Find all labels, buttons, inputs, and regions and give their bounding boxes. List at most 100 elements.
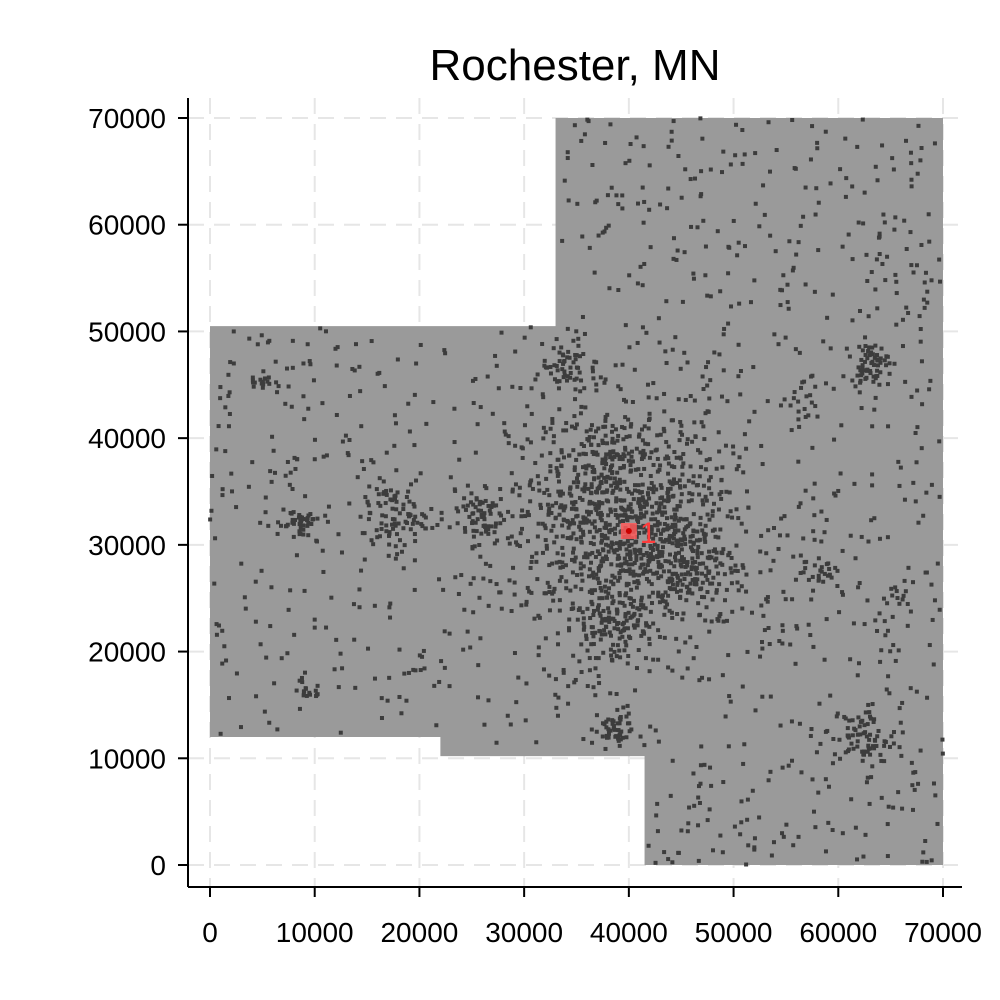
- built-up-point: [379, 526, 384, 531]
- built-up-point: [551, 589, 556, 594]
- built-up-point: [855, 744, 860, 749]
- built-up-point: [665, 602, 670, 607]
- built-up-point: [616, 738, 621, 743]
- built-up-point: [605, 536, 610, 541]
- built-up-point: [693, 560, 698, 565]
- built-up-point: [323, 513, 328, 518]
- built-up-point: [686, 499, 691, 504]
- built-up-point: [843, 750, 848, 755]
- built-up-point: [610, 594, 615, 599]
- built-up-point: [630, 562, 635, 567]
- built-up-point: [260, 379, 265, 384]
- built-up-point: [641, 144, 646, 149]
- built-up-point: [932, 141, 937, 146]
- built-up-point: [797, 350, 802, 355]
- built-up-point: [672, 507, 677, 512]
- built-up-point: [590, 521, 595, 526]
- built-up-point: [905, 601, 910, 606]
- built-up-point: [513, 482, 518, 487]
- built-up-point: [412, 532, 417, 537]
- built-up-point: [600, 501, 605, 506]
- built-up-point: [862, 723, 867, 728]
- built-up-point: [570, 570, 575, 575]
- built-up-point: [678, 588, 683, 593]
- built-up-point: [264, 655, 269, 660]
- built-up-point: [857, 344, 862, 349]
- built-up-point: [781, 273, 786, 278]
- built-up-point: [633, 467, 638, 472]
- built-up-point: [561, 361, 566, 366]
- built-up-point: [394, 468, 399, 473]
- built-up-point: [689, 224, 694, 229]
- built-up-point: [683, 537, 688, 542]
- built-up-point: [809, 727, 814, 732]
- built-up-point: [383, 514, 388, 519]
- built-up-point: [629, 542, 634, 547]
- built-up-point: [302, 689, 307, 694]
- built-up-point: [641, 543, 646, 548]
- built-up-point: [870, 483, 875, 488]
- built-up-point: [566, 525, 571, 530]
- built-up-point: [574, 329, 579, 334]
- built-up-point: [582, 331, 587, 336]
- built-up-point: [614, 654, 619, 659]
- built-up-point: [692, 803, 697, 808]
- built-up-point: [486, 503, 491, 508]
- built-up-point: [602, 475, 607, 480]
- built-up-point: [874, 374, 879, 379]
- built-up-point: [519, 445, 524, 450]
- built-up-point: [796, 459, 801, 464]
- built-up-point: [793, 661, 798, 666]
- built-up-point: [434, 723, 439, 728]
- built-up-point: [861, 854, 866, 859]
- built-up-point: [559, 575, 564, 580]
- built-up-point: [902, 218, 907, 223]
- built-up-point: [644, 551, 649, 556]
- built-up-point: [614, 496, 619, 501]
- built-up-point: [648, 546, 653, 551]
- built-up-point: [603, 624, 608, 629]
- built-up-point: [869, 518, 874, 523]
- built-up-point: [421, 648, 426, 653]
- built-up-point: [647, 559, 652, 564]
- built-up-point: [681, 531, 686, 536]
- built-up-point: [583, 471, 588, 476]
- built-up-point: [728, 566, 733, 571]
- built-up-point: [819, 539, 824, 544]
- built-up-point: [390, 498, 395, 503]
- built-up-point: [545, 502, 550, 507]
- built-up-point: [669, 464, 674, 469]
- built-up-point: [569, 424, 574, 429]
- built-up-point: [596, 233, 601, 238]
- built-up-point: [578, 527, 583, 532]
- built-up-point: [275, 531, 280, 536]
- built-up-point: [367, 484, 372, 489]
- built-up-point: [602, 229, 607, 234]
- built-up-point: [585, 518, 590, 523]
- built-up-point: [590, 625, 595, 630]
- built-up-point: [465, 483, 470, 488]
- built-up-point: [603, 589, 608, 594]
- built-up-point: [462, 526, 467, 531]
- built-up-point: [586, 574, 591, 579]
- built-up-point: [616, 202, 621, 207]
- built-up-point: [560, 523, 565, 528]
- built-up-point: [622, 454, 627, 459]
- built-up-point: [707, 549, 712, 554]
- built-up-point: [884, 687, 889, 692]
- built-up-point: [472, 544, 477, 549]
- built-up-point: [598, 629, 603, 634]
- built-up-point: [412, 504, 417, 509]
- built-up-point: [547, 673, 552, 678]
- built-up-point: [828, 346, 833, 351]
- built-up-point: [506, 441, 511, 446]
- built-up-point: [628, 506, 633, 511]
- built-up-point: [615, 523, 620, 528]
- built-up-point: [700, 528, 705, 533]
- built-up-point: [527, 483, 532, 488]
- built-up-point: [214, 622, 219, 627]
- built-up-point: [780, 623, 785, 628]
- built-up-point: [567, 626, 572, 631]
- built-up-point: [622, 603, 627, 608]
- built-up-point: [608, 122, 613, 127]
